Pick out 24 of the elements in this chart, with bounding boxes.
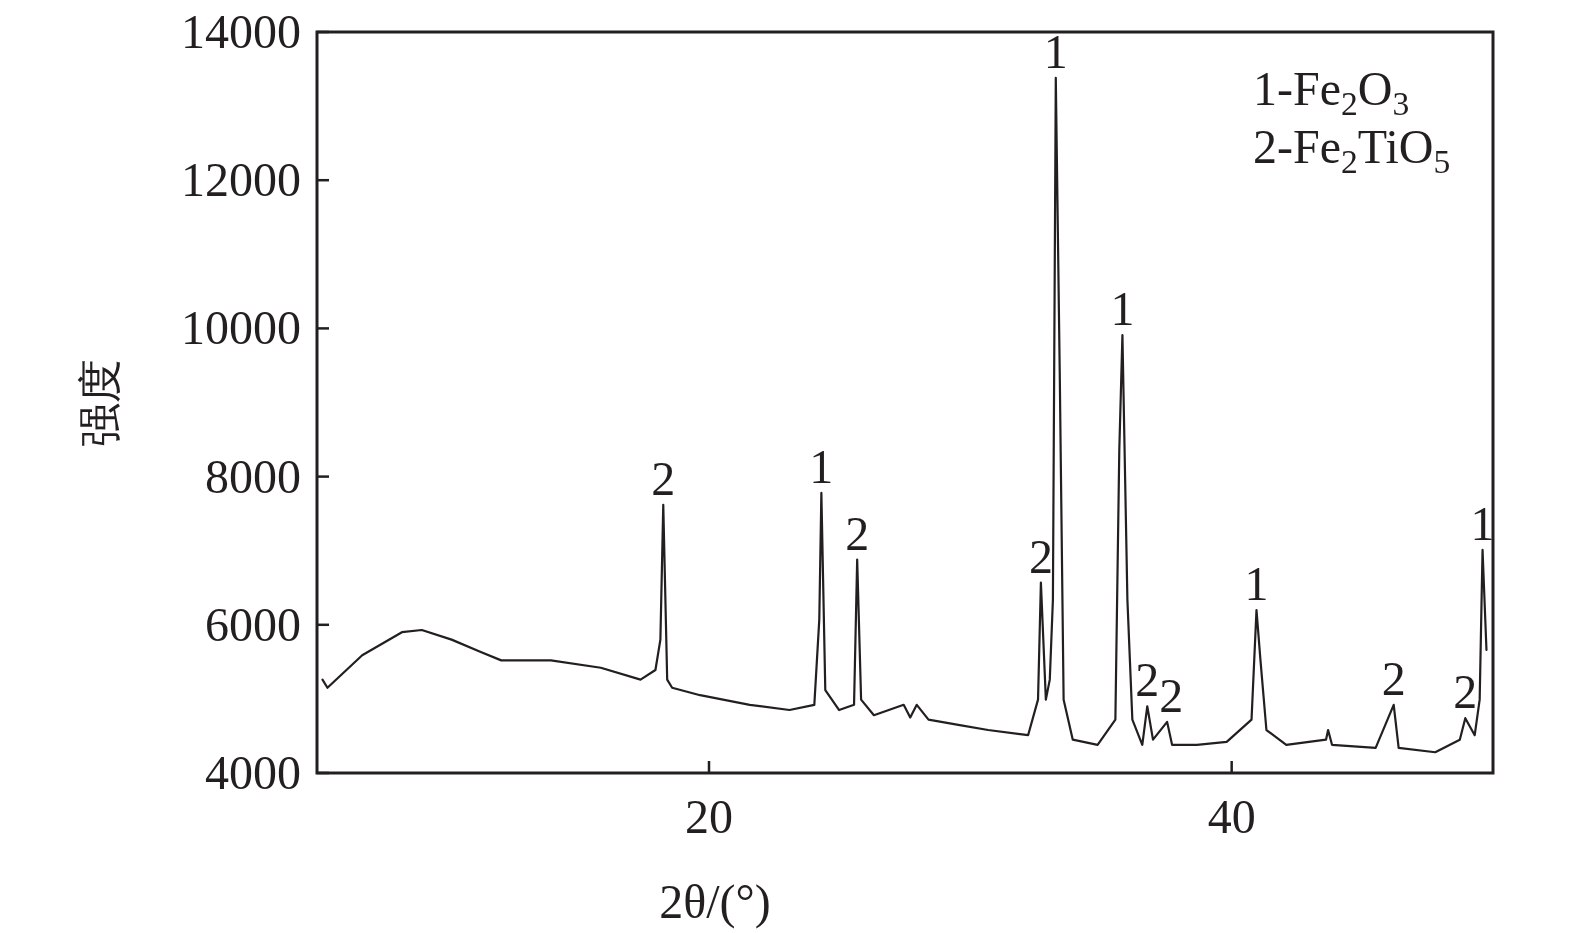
annotation: 2 xyxy=(1135,653,1160,707)
y-tick-label: 10000 xyxy=(181,301,301,355)
annotation: 2 xyxy=(1381,651,1406,705)
y-tick-label: 4000 xyxy=(205,746,301,799)
annotation: 2 xyxy=(845,506,870,560)
x-axis-title: 2θ/(°) xyxy=(659,875,771,929)
annotation: 1 xyxy=(1244,556,1269,610)
annotation: 2 xyxy=(1028,529,1053,583)
annotation: 1 xyxy=(1110,282,1135,336)
x-tick-label: 20 xyxy=(685,790,733,843)
annotation: 1 xyxy=(809,439,834,493)
annotation: 2 xyxy=(651,451,676,505)
annotation: 1 xyxy=(1470,496,1495,550)
x-tick-label: 40 xyxy=(1207,790,1256,843)
y-axis-title: 强度 xyxy=(75,358,125,447)
annotation: 1-Fe$_{2}$O$_{3}$ xyxy=(1253,62,1410,123)
y-tick-label: 12000 xyxy=(181,153,301,207)
y-tick-label: 8000 xyxy=(205,449,301,503)
annotation: 2 xyxy=(1453,665,1478,719)
annotation: 1 xyxy=(1043,24,1068,78)
y-tick-label: 6000 xyxy=(205,597,301,651)
annotation: 2-Fe$_{2}$TiO$_{5}$ xyxy=(1253,120,1451,181)
y-tick-label: 14000 xyxy=(181,5,301,58)
annotation: 2 xyxy=(1159,668,1184,722)
